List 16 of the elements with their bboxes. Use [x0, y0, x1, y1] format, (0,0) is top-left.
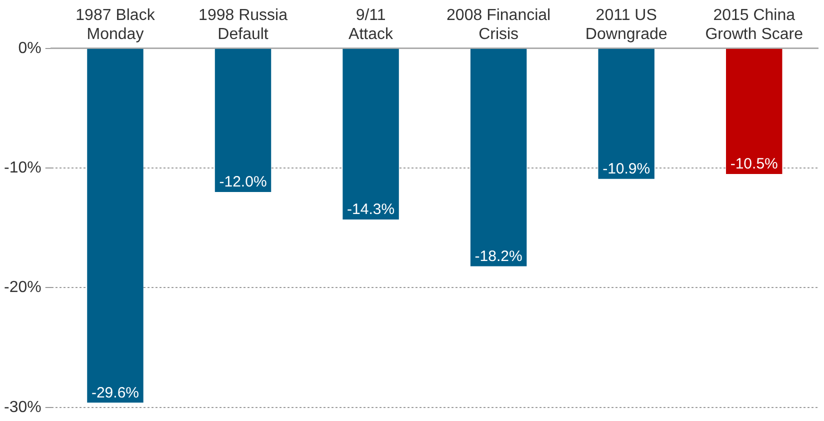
x-tick-label: 2015 China Growth Scare: [705, 7, 804, 44]
data-label: -14.3%: [347, 201, 395, 218]
y-tick-label: -20%: [4, 279, 42, 296]
data-label: -10.5%: [730, 156, 778, 173]
data-label: -29.6%: [91, 384, 140, 402]
data-label: -18.2%: [474, 248, 522, 265]
y-tick-label: -30%: [4, 398, 42, 416]
data-label: -12.0%: [219, 174, 267, 191]
x-tick-label: 1998 Russia Default: [198, 7, 288, 44]
x-tick-label: 1987 Black Monday: [76, 7, 156, 44]
x-tick-label: 2008 Financial Crisis: [446, 7, 551, 44]
x-tick-label: 9/11 Attack: [348, 7, 394, 44]
y-tick-label: -10%: [4, 159, 42, 176]
data-label: -10.9%: [602, 160, 650, 178]
y-tick-label: 0%: [18, 40, 42, 57]
x-tick-label: 2011 US Downgrade: [585, 7, 668, 44]
